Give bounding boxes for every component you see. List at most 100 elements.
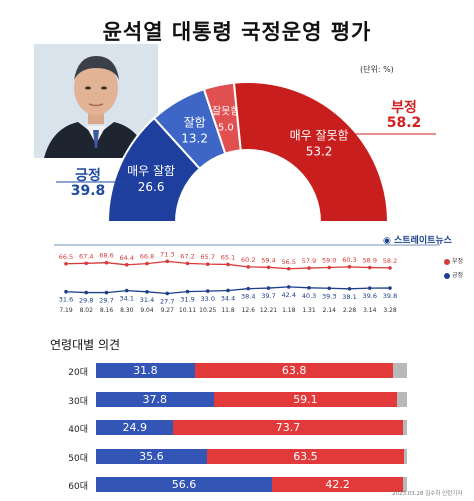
slice-very-bad-name: 매우 잘못함 (290, 128, 349, 142)
positive-bar: 24.9 (96, 420, 174, 435)
negative-data-label: 66.8 (140, 253, 154, 261)
positive-data-label: 38.1 (342, 293, 356, 301)
negative-point (307, 266, 311, 270)
negative-point (185, 261, 190, 266)
portrait-image (34, 44, 158, 158)
negative-total-value: 58.2 (386, 115, 422, 131)
negative-data-label: 65.7 (201, 253, 215, 261)
positive-data-label: 38.4 (241, 293, 255, 301)
positive-data-label: 31.9 (180, 296, 194, 304)
negative-point (226, 262, 230, 267)
negative-data-label: 60.2 (241, 256, 255, 264)
positive-data-label: 29.8 (79, 297, 93, 305)
positive-data-label: 27.7 (160, 297, 174, 305)
negative-bar: 63.5 (206, 448, 405, 464)
negative-point (104, 260, 109, 265)
page-title: 윤석열 대통령 국정운영 평가 (102, 20, 372, 44)
slice-bad-value: 5.0 (218, 122, 234, 133)
positive-point (286, 285, 291, 289)
positive-total-value: 39.8 (70, 183, 106, 199)
slice-good-name: 잘함 (184, 115, 206, 129)
no-answer-bar (397, 391, 407, 407)
x-tick-label: 11.8 (221, 307, 235, 314)
negative-point (124, 263, 129, 267)
negative-data-label: 67.4 (79, 252, 93, 260)
brand-text: 스트레이트뉴스 (394, 236, 452, 246)
logo-icon: ◉ (383, 236, 391, 246)
legend-negative-dot (444, 258, 450, 265)
negative-point (64, 261, 68, 266)
positive-point (327, 286, 332, 291)
positive-point (226, 288, 230, 293)
positive-total-label: 긍정 (75, 168, 101, 184)
x-tick-label: 2.14 (323, 307, 337, 314)
positive-data-label: 29.7 (99, 297, 113, 305)
negative-data-label: 64.4 (120, 254, 134, 262)
positive-point (347, 287, 352, 291)
negative-data-label: 57.9 (302, 257, 316, 265)
negative-point (347, 265, 352, 269)
positive-point (307, 286, 311, 290)
no-answer-bar (403, 477, 407, 492)
no-answer-bar (404, 448, 407, 464)
x-tick-label: 10.11 (179, 307, 196, 314)
positive-point (145, 290, 149, 294)
legend-negative-label: 부정 (452, 258, 464, 265)
negative-data-label: 60.3 (342, 256, 356, 264)
positive-point (388, 286, 392, 290)
positive-data-label: 34.1 (120, 295, 134, 303)
negative-bar: 42.2 (272, 477, 404, 492)
positive-point (124, 288, 129, 293)
slice-bad-label: 잘못함 5.0 (212, 105, 240, 133)
x-tick-label: 8.02 (80, 307, 94, 314)
slice-very-bad-value: 53.2 (306, 144, 333, 158)
x-tick-label: 8.16 (100, 307, 114, 314)
x-tick-label: 12.6 (242, 307, 256, 314)
x-tick-label: 9.04 (140, 307, 154, 314)
negative-point (145, 261, 149, 266)
slice-very-bad (232, 81, 390, 223)
x-tick-label: 8.30 (120, 307, 134, 314)
positive-point (84, 290, 89, 295)
negative-point (367, 265, 372, 270)
age-label: 40대 (68, 425, 88, 435)
negative-total-label: 부정 (391, 100, 417, 116)
negative-point (388, 266, 392, 270)
positive-data-label: 40.3 (302, 292, 316, 300)
x-tick-label: 1.18 (282, 307, 296, 314)
negative-bar: 59.1 (213, 391, 398, 407)
negative-data-label: 59.0 (322, 257, 336, 265)
positive-data-label: 31.4 (140, 296, 154, 304)
positive-point (165, 291, 170, 296)
age-label: 60대 (68, 482, 88, 492)
slice-very-bad-label: 매우 잘못함 53.2 (290, 128, 349, 158)
negative-point (165, 259, 170, 264)
x-tick-label: 10.25 (199, 307, 216, 314)
positive-bar: 37.8 (96, 391, 214, 407)
negative-point (205, 262, 210, 266)
x-tick-label: 1.31 (302, 307, 316, 314)
positive-bar: 56.6 (96, 477, 273, 492)
negative-data-label: 59.4 (261, 256, 275, 264)
age-bar-row: 56.6 42.2 (96, 477, 407, 492)
approval-donut-chart: 매우 잘함 26.6 잘함 13.2 잘못함 5.0 매우 잘못함 53.2 (56, 81, 436, 223)
legend-negative: 부정 (444, 256, 463, 265)
positive-data-label: 39.3 (322, 292, 336, 300)
x-tick-label: 9.27 (161, 307, 175, 314)
negative-data-label: 68.6 (99, 252, 113, 260)
credit-text: 2023.03.28 김수하 인턴기자 (392, 491, 463, 497)
legend-positive: 긍정 (444, 270, 463, 279)
positive-point (64, 289, 68, 294)
positive-point (246, 286, 251, 291)
legend-positive-label: 긍정 (452, 272, 464, 279)
positive-point (185, 289, 190, 294)
positive-connector-line (119, 181, 133, 187)
x-tick-label: 2.28 (343, 307, 357, 314)
negative-data-label: 66.5 (59, 253, 73, 261)
positive-data-label: 33.0 (201, 295, 215, 303)
negative-data-label: 56.5 (282, 258, 296, 266)
negative-data-label: 71.3 (160, 250, 174, 258)
positive-point (367, 286, 372, 290)
slice-bad-name: 잘못함 (212, 105, 240, 117)
slice-good-label: 잘함 13.2 (181, 115, 208, 145)
